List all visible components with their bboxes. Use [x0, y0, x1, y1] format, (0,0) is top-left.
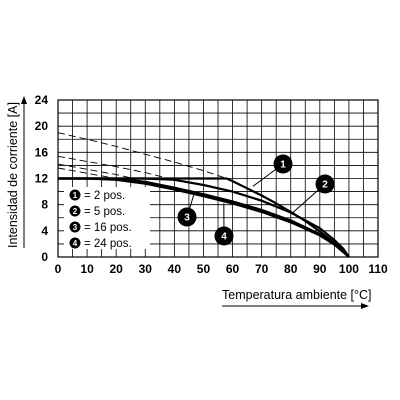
x-tick-label: 80 — [284, 262, 298, 276]
x-axis-label: Temperatura ambiente [°C] — [222, 288, 372, 302]
callout-2-number: 2 — [322, 180, 328, 191]
series-1-dashed-line — [57, 132, 227, 179]
series-4-dashed-line — [57, 167, 117, 179]
x-tick-label: 40 — [168, 262, 182, 276]
x-tick-label: 20 — [110, 262, 124, 276]
y-tick-label: 12 — [35, 172, 49, 186]
legend: 1 = 2 pos. 2 = 5 pos. 3 = 16 pos. 4 = 24 pos. — [64, 187, 150, 250]
legend-marker-number: 2 — [73, 207, 78, 216]
legend-marker-number: 1 — [73, 191, 78, 200]
y-axis-label: Intensidad de corriente [A] — [6, 102, 20, 248]
legend-marker-number: 4 — [73, 239, 78, 248]
y-tick-label: 0 — [41, 250, 48, 264]
callout-2-marker — [315, 174, 335, 194]
plot-frame — [57, 99, 379, 258]
curve-callouts: 1 2 3 4 — [177, 154, 335, 246]
plot-border — [57, 99, 379, 258]
legend-entry-1: = 2 pos. — [84, 190, 125, 202]
legend-marker-number: 3 — [73, 223, 78, 232]
series-2-dashed-line — [57, 155, 169, 179]
callout-1-marker — [273, 154, 293, 174]
x-tick-label: 10 — [80, 262, 94, 276]
callout-1-number: 1 — [280, 160, 286, 171]
x-tick-label: 0 — [55, 262, 62, 276]
y-tick-label: 24 — [35, 93, 49, 107]
callout-4-number: 4 — [221, 232, 227, 243]
y-tick-label: 4 — [41, 224, 48, 238]
legend-marker-4 — [69, 237, 81, 249]
x-tick-label: 70 — [255, 262, 269, 276]
y-tick-label: 20 — [35, 119, 49, 133]
y-tick-label: 16 — [35, 145, 49, 159]
legend-marker-1 — [69, 189, 81, 201]
x-tick-label: 60 — [226, 262, 240, 276]
legend-entry-4: = 24 pos. — [84, 238, 132, 250]
x-tick-label: 50 — [197, 262, 211, 276]
x-tick-label: 90 — [313, 262, 327, 276]
derating-curves — [58, 177, 350, 258]
y-tick-label: 8 — [41, 198, 48, 212]
callout-3-number: 3 — [184, 213, 190, 224]
x-tick-label: 100 — [339, 262, 359, 276]
x-tick-label: 30 — [139, 262, 153, 276]
legend-entry-3: = 16 pos. — [84, 222, 132, 234]
legend-marker-2 — [69, 205, 81, 217]
legend-marker-3 — [69, 221, 81, 233]
dashed-extrapolations — [57, 132, 227, 179]
x-tick-label: 110 — [368, 262, 388, 276]
callout-3-marker — [177, 207, 197, 227]
callout-4-marker — [214, 226, 234, 246]
series-3-dashed-line — [57, 163, 134, 179]
legend-entry-2: = 5 pos. — [84, 206, 125, 218]
series-4-line — [58, 177, 350, 258]
